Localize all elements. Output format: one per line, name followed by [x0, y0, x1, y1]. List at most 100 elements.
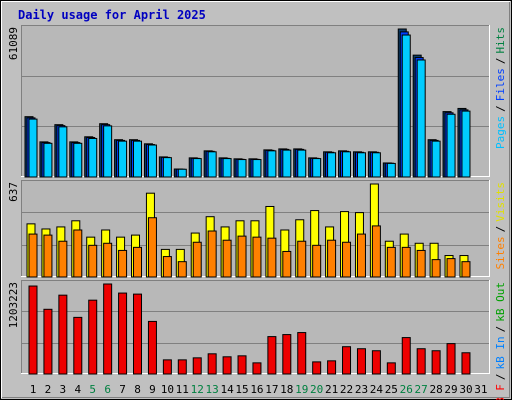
- bar: [282, 250, 292, 278]
- legend-entry: Files: [494, 68, 507, 101]
- bar: [312, 244, 322, 278]
- bar: [103, 242, 113, 278]
- bar: [207, 353, 217, 375]
- bar: [58, 294, 68, 375]
- bar: [73, 142, 83, 178]
- bar: [312, 158, 322, 178]
- bar: [28, 285, 38, 375]
- bar: [297, 240, 307, 278]
- x-tick-label: 8: [134, 383, 141, 396]
- x-tick-label: 21: [325, 383, 338, 396]
- x-tick-label: 25: [385, 383, 398, 396]
- bar: [118, 140, 128, 178]
- legend-separator: /: [494, 105, 507, 112]
- bar: [222, 158, 232, 178]
- bar: [43, 308, 53, 375]
- bar: [371, 350, 381, 375]
- x-tick-label: 7: [119, 383, 126, 396]
- bar: [28, 118, 38, 178]
- x-tick-label: 16: [250, 383, 263, 396]
- bar: [371, 152, 381, 178]
- bar: [118, 292, 128, 375]
- bar: [431, 259, 441, 278]
- legend-separator: /: [494, 374, 507, 381]
- bar: [282, 149, 292, 178]
- x-tick-label: 30: [459, 383, 472, 396]
- max-label: 637: [7, 182, 20, 202]
- bar: [133, 140, 143, 178]
- bar: [88, 137, 98, 178]
- bar: [356, 233, 366, 278]
- bar: [237, 235, 247, 278]
- bar: [267, 150, 277, 178]
- bar: [446, 113, 456, 178]
- x-tick-label: 28: [429, 383, 442, 396]
- bar: [461, 261, 471, 278]
- x-tick-label: 3: [60, 383, 67, 396]
- bar: [177, 261, 187, 278]
- x-tick-label: 26: [400, 383, 413, 396]
- legend-entry: Visits: [494, 182, 507, 222]
- x-tick-label: 15: [235, 383, 248, 396]
- bar: [401, 246, 411, 278]
- bar: [446, 258, 456, 278]
- legend-entry: Pages: [494, 116, 507, 149]
- x-tick-label: 4: [74, 383, 81, 396]
- bar: [43, 234, 53, 278]
- bar: [177, 359, 187, 375]
- bar: [177, 168, 187, 178]
- x-tick-label: 14: [220, 383, 234, 396]
- x-tick-label: 31: [474, 383, 487, 396]
- legend-separator: /: [494, 226, 507, 233]
- bar: [103, 283, 113, 375]
- bar: [342, 241, 352, 278]
- x-tick-label: 1: [30, 383, 37, 396]
- bar: [28, 233, 38, 278]
- legend: kB F / kB In / kB Out: [494, 282, 507, 400]
- legend-entry: kB F: [494, 384, 507, 400]
- x-tick-label: 20: [310, 383, 323, 396]
- bar: [431, 140, 441, 178]
- bar: [252, 362, 262, 375]
- x-tick-label: 19: [295, 383, 308, 396]
- bar: [401, 34, 411, 178]
- bar: [222, 239, 232, 278]
- panel: [21, 280, 490, 374]
- bar: [73, 229, 83, 278]
- bar: [147, 320, 157, 375]
- bar: [133, 293, 143, 375]
- legend-entry: Hits: [494, 27, 507, 54]
- bar: [267, 336, 277, 375]
- bar: [371, 225, 381, 278]
- x-tick-label: 22: [340, 383, 353, 396]
- legend: Pages / Files / Hits: [494, 27, 507, 149]
- bar: [103, 125, 113, 178]
- bar: [386, 162, 396, 178]
- bar: [342, 346, 352, 375]
- chart-title: Daily usage for April 2025: [18, 8, 206, 22]
- legend-entry: Sites: [494, 236, 507, 269]
- bar: [88, 244, 98, 278]
- max-label: 61089: [7, 27, 20, 60]
- bar: [88, 299, 98, 375]
- bar: [207, 151, 217, 178]
- bar: [237, 159, 247, 178]
- bar: [207, 230, 217, 278]
- max-label: 1203223: [7, 282, 20, 328]
- bar: [267, 237, 277, 278]
- bar: [192, 241, 202, 278]
- bar: [147, 144, 157, 178]
- x-tick-label: 27: [415, 383, 428, 396]
- legend-separator: /: [494, 58, 507, 65]
- x-tick-label: 18: [280, 383, 293, 396]
- x-tick-label: 29: [444, 383, 457, 396]
- x-tick-label: 9: [149, 383, 156, 396]
- x-tick-label: 6: [104, 383, 111, 396]
- bar: [297, 332, 307, 375]
- x-tick-label: 12: [191, 383, 204, 396]
- bar: [192, 158, 202, 178]
- bar: [162, 359, 172, 375]
- bar: [237, 355, 247, 375]
- bar: [327, 360, 337, 375]
